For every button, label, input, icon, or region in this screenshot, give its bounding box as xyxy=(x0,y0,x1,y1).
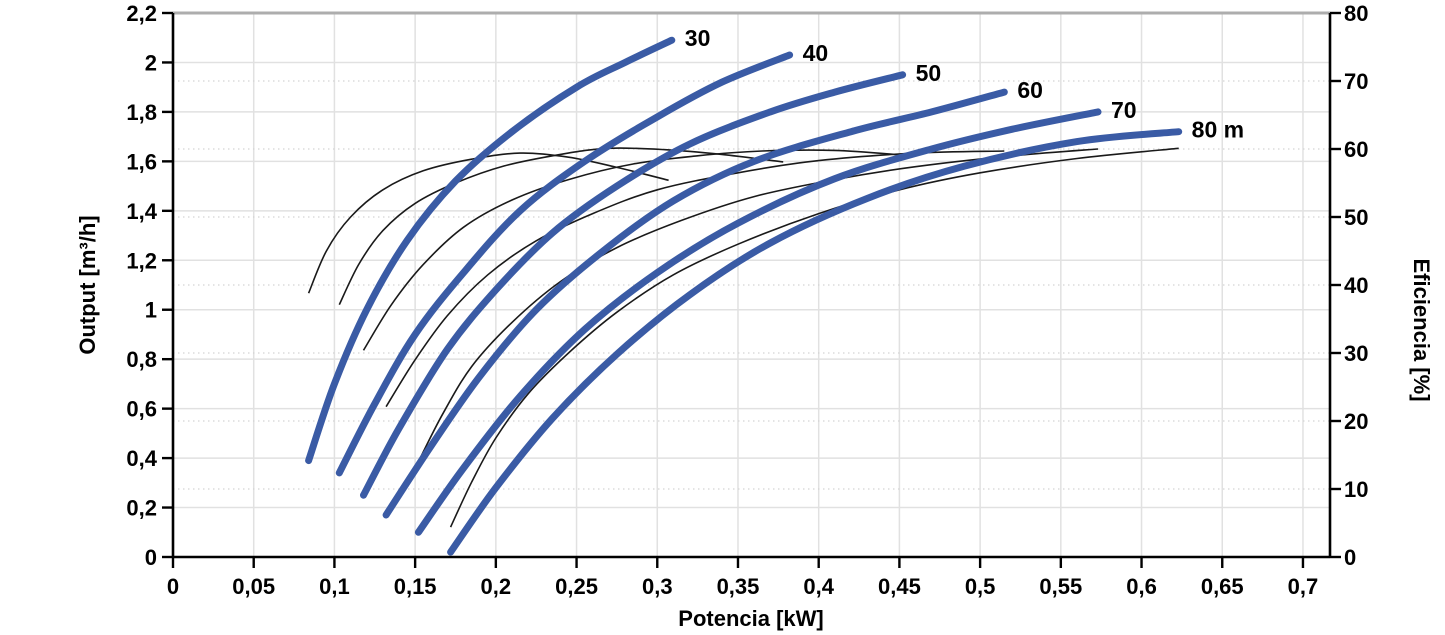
x-axis-tick-label: 0,6 xyxy=(1126,574,1157,599)
efficiency-curve-70 xyxy=(417,148,1099,463)
x-axis-tick-label: 0,05 xyxy=(232,574,275,599)
left-axis-title: Output [m³/h] xyxy=(75,215,100,355)
pump-curve-60 xyxy=(382,88,1008,519)
left-axis-tick-label: 0,8 xyxy=(126,347,157,372)
x-axis-tick-label: 0,1 xyxy=(319,574,350,599)
x-axis-tick-label: 0,5 xyxy=(965,574,996,599)
right-axis-title: Eficiencia [%] xyxy=(1409,258,1434,402)
x-axis-tick-label: 0,2 xyxy=(481,574,512,599)
efficiency-curve-80 xyxy=(449,147,1179,528)
left-axis-tick-label: 0,2 xyxy=(126,496,157,521)
left-axis-tick-label: 1,2 xyxy=(126,248,157,273)
efficiency-curve-30 xyxy=(307,152,669,294)
x-axis-tick-label: 0,15 xyxy=(394,574,437,599)
left-axis-tick-label: 0,4 xyxy=(126,446,157,471)
left-axis-tick-label: 2,2 xyxy=(126,1,157,26)
right-axis-tick-label: 30 xyxy=(1344,341,1368,366)
curve-label-40: 40 xyxy=(803,40,829,66)
right-axis-tick-label: 10 xyxy=(1344,477,1368,502)
right-axis-tick-label: 70 xyxy=(1344,69,1368,94)
pump-curve-50 xyxy=(360,71,907,499)
pump-curve-70 xyxy=(414,108,1102,536)
x-axis-tick-label: 0,45 xyxy=(878,574,921,599)
x-axis-tick-label: 0,25 xyxy=(555,574,598,599)
right-axis-tick-label: 20 xyxy=(1344,409,1368,434)
left-axis-tick-label: 1,6 xyxy=(126,149,157,174)
right-axis-tick-label: 60 xyxy=(1344,137,1368,162)
x-axis-title: Potencia [kW] xyxy=(678,606,824,631)
left-axis-tick-label: 1 xyxy=(145,298,157,323)
right-axis-tick-label: 0 xyxy=(1344,545,1356,570)
pump-curve-80-m xyxy=(447,128,1183,556)
curve-label-60: 60 xyxy=(1017,77,1043,103)
x-axis-tick-label: 0,35 xyxy=(717,574,760,599)
left-axis-tick-label: 0 xyxy=(145,545,157,570)
x-axis-tick-label: 0,65 xyxy=(1201,574,1244,599)
left-axis-tick-label: 2 xyxy=(145,50,157,75)
pump-curve-40 xyxy=(335,51,794,477)
left-axis-tick-label: 0,6 xyxy=(126,397,157,422)
right-axis-tick-label: 40 xyxy=(1344,273,1368,298)
efficiency-curve-60 xyxy=(385,150,1005,408)
pump-curve-30 xyxy=(305,36,676,465)
curve-label-70: 70 xyxy=(1111,97,1137,123)
curve-label-30: 30 xyxy=(685,25,711,51)
left-axis-tick-label: 1,8 xyxy=(126,100,157,125)
x-axis-tick-label: 0,3 xyxy=(642,574,673,599)
left-axis-tick-label: 1,4 xyxy=(126,199,157,224)
x-axis-tick-label: 0,7 xyxy=(1288,574,1319,599)
x-axis-tick-label: 0,55 xyxy=(1039,574,1082,599)
x-axis-tick-label: 0,4 xyxy=(803,574,834,599)
right-axis-tick-label: 50 xyxy=(1344,205,1368,230)
x-axis-tick-label: 0 xyxy=(167,574,179,599)
curve-label-80-m: 80 m xyxy=(1192,117,1244,143)
curve-label-50: 50 xyxy=(916,60,942,86)
right-axis-tick-label: 80 xyxy=(1344,1,1368,26)
